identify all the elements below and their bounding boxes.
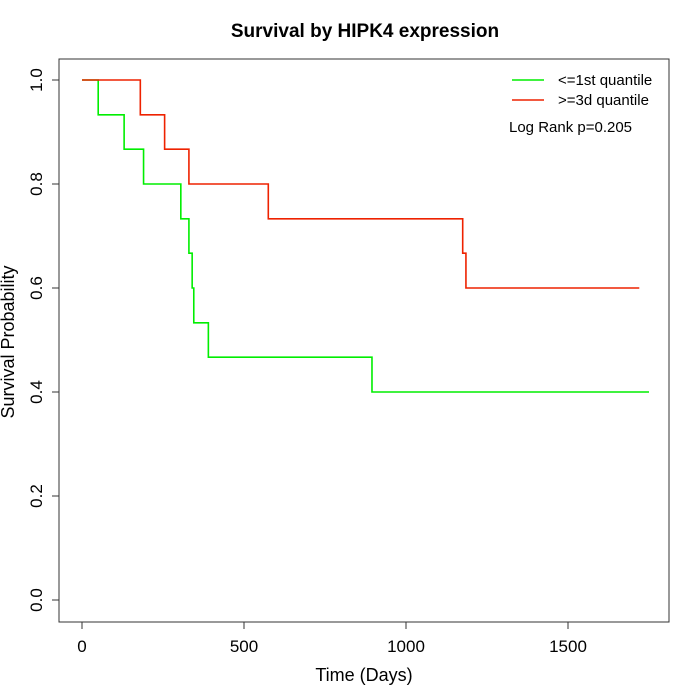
x-tick-label: 500 [230,637,258,656]
series-line-low [82,79,649,393]
y-tick-label: 0.0 [27,588,46,612]
x-axis-label: Time (Days) [315,665,412,685]
legend: <=1st quantile >=3d quantile Log Rank p=… [509,72,652,136]
chart-title: Survival by HIPK4 expression [231,21,499,42]
y-axis-label: Survival Probability [0,265,18,418]
plot-frame [58,58,670,623]
legend-label-high: >=3d quantile [558,92,649,109]
legend-label-low: <=1st quantile [558,72,652,89]
x-tick-label: 0 [77,637,86,656]
series-line-high [82,79,640,289]
y-tick-label: 0.2 [27,484,46,508]
x-tick-label: 1500 [549,637,587,656]
y-tick-label: 0.8 [27,172,46,196]
y-tick-label: 1.0 [27,68,46,92]
y-axis: 0.0 0.2 0.4 0.6 0.8 1.0 [27,68,59,612]
x-tick-label: 1000 [387,637,425,656]
log-rank-annotation: Log Rank p=0.205 [509,119,632,136]
x-axis: 0 500 1000 1500 [77,622,587,656]
y-tick-label: 0.4 [27,380,46,404]
series-layer [82,79,649,393]
y-tick-label: 0.6 [27,276,46,300]
